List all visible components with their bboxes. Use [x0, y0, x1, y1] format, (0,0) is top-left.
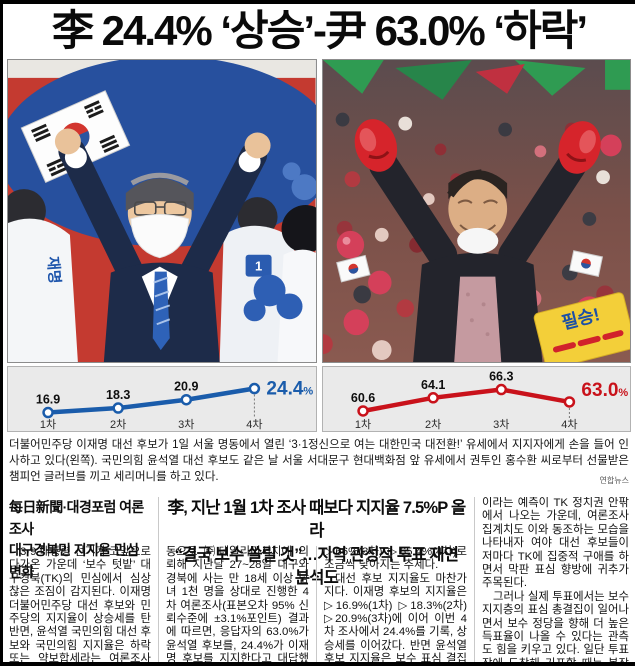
article-column-2: 동으로 ㈜데일리리서치에 의뢰해 지난달 27~28일 대구와 경북에 사는 만…	[166, 545, 317, 666]
photo-caption: 더불어민주당 이재명 대선 후보가 1일 서울 명동에서 열린 ‘3·1정신으로…	[9, 438, 629, 486]
svg-text:2차: 2차	[110, 418, 126, 431]
yoon-figure	[354, 119, 601, 363]
kicker-line2: 대구경북민 지지율 민심 변화	[9, 542, 139, 580]
svg-text:3차: 3차	[178, 418, 194, 431]
article-column-4: 이라는 예측이 TK 정치권 안팎에서 나오는 가운데, 여론조사 집계치도 이…	[475, 496, 629, 666]
article-middle: 李, 지난 1월 1차 조사 때보다 지지율 7.5%P 올라 “결국 보수 쏠…	[159, 496, 475, 666]
fist-left	[54, 128, 81, 155]
sweater	[453, 276, 501, 363]
paragraph: 3·9 대통령 선거가 코앞으로 다가온 가운데 ‘보수 텃밭’ 대구경북(TK…	[9, 545, 151, 666]
yoon-poll-line-chart: 60.6 64.1 66.3 63.0% 1차 2차 3차 4차	[321, 366, 631, 433]
photo-credit: 연합뉴스	[599, 476, 629, 486]
svg-text:64.1: 64.1	[420, 378, 444, 392]
main-headline: 李 24.4% ‘상승’-尹 63.0% ‘하락’	[51, 7, 588, 54]
face-mask	[130, 214, 190, 259]
svg-text:24.4%: 24.4%	[266, 379, 313, 400]
lee-poll-line-chart: 16.9 18.3 20.9 24.4% 1차 2차 3차 4차	[7, 366, 317, 433]
section-kicker: 每日新聞·대경포럼 여론조사 대구경북민 지지율 민심 변화	[9, 497, 151, 580]
article-column-3: ▷66%(3차) ▷65.4%(4차)로 조금씩 낮아지는 추세다. 대선 후보…	[317, 545, 467, 666]
svg-text:66.3: 66.3	[489, 370, 513, 384]
supporter-left: 재명	[8, 189, 78, 363]
svg-text:2차: 2차	[425, 418, 441, 431]
jacket-text: 재명	[44, 256, 64, 285]
svg-text:18.3: 18.3	[106, 388, 130, 402]
article-body: 每日新聞·대경포럼 여론조사 대구경북민 지지율 민심 변화 3·9 대통령 선…	[9, 496, 629, 666]
lee-figure	[54, 128, 271, 363]
sub-headline-line1: 李, 지난 1월 1차 조사 때보다 지지율 7.5%P 올라	[167, 498, 467, 541]
paragraph-text: 3·9 대통령 선거가 코앞으로 다가온 가운데 ‘보수 텃밭’ 대구경북(TK…	[9, 545, 151, 666]
svg-text:1차: 1차	[354, 418, 370, 431]
boxing-glove-left-icon	[354, 119, 397, 173]
svg-text:3차: 3차	[493, 418, 509, 431]
photo-caption-text: 더불어민주당 이재명 대선 후보가 1일 서울 명동에서 열린 ‘3·1정신으로…	[9, 439, 629, 484]
svg-text:60.6: 60.6	[350, 391, 374, 405]
bib-number: 1	[255, 259, 262, 274]
paragraph: 동으로 ㈜데일리리서치에 의뢰해 지난달 27~28일 대구와 경북에 사는 만…	[166, 545, 309, 666]
paragraph: 그러나 실제 투표에서는 보수 지지층의 표심 총결집이 일어나면서 보수 정당…	[482, 590, 629, 666]
rally-flags	[322, 60, 630, 101]
photo-lee-rally: 재명 1	[7, 59, 317, 364]
mini-taegukgi-flags	[335, 250, 603, 283]
svg-text:1차: 1차	[40, 418, 56, 431]
article-column-1: 每日新聞·대경포럼 여론조사 대구경북민 지지율 민심 변화 3·9 대통령 선…	[9, 496, 159, 666]
boxing-glove-right-icon	[557, 121, 601, 175]
tie	[152, 271, 170, 351]
svg-text:4차: 4차	[561, 418, 577, 431]
photo-row: 재명 1	[3, 59, 635, 364]
photo-lee-illustration: 재명 1	[8, 60, 316, 363]
svg-text:4차: 4차	[246, 418, 262, 431]
face	[447, 177, 507, 242]
kicker-line1: 每日新聞·대경포럼 여론조사	[9, 498, 144, 537]
paragraph: 대선 후보 지지율도 마찬가지다. 이재명 후보의 지지율은 ▷16.9%(1차…	[324, 572, 467, 666]
victory-sign: 필승!	[533, 292, 630, 363]
photo-yoon-rally: 필승!	[321, 59, 631, 364]
paragraph: 이라는 예측이 TK 정치권 안팎에서 나오는 가운데, 여론조사 집계치도 이…	[482, 496, 629, 590]
poll-charts-row: 16.9 18.3 20.9 24.4% 1차 2차 3차 4차 60.6 64.1 66.3 63…	[3, 366, 635, 433]
paragraph: ▷66%(3차) ▷65.4%(4차)로 조금씩 낮아지는 추세다.	[324, 545, 467, 572]
sub-headline: 李, 지난 1월 1차 조사 때보다 지지율 7.5%P 올라 “결국 보수 쏠…	[166, 497, 467, 587]
fist-right	[244, 132, 271, 159]
svg-text:16.9: 16.9	[36, 393, 60, 407]
face-mask	[456, 228, 498, 255]
glasses-icon	[133, 201, 187, 217]
svg-text:63.0%: 63.0%	[581, 380, 628, 401]
svg-text:20.9: 20.9	[174, 380, 198, 394]
blue-pompoms	[243, 162, 316, 322]
photo-yoon-illustration: 필승!	[322, 60, 630, 363]
